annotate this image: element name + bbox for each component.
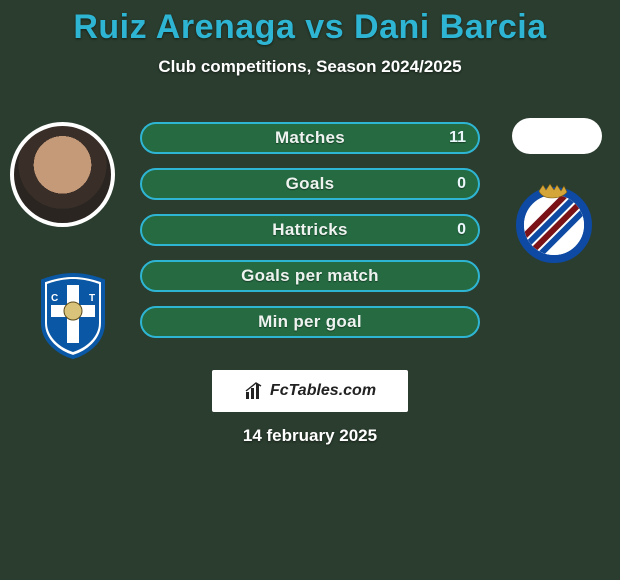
- player-left-face: [14, 126, 111, 223]
- tenerife-shield-icon: C T D: [37, 271, 109, 359]
- stat-right-value: 0: [457, 175, 466, 193]
- stat-row: Hattricks 0: [140, 214, 480, 246]
- page-title: Ruiz Arenaga vs Dani Barcia: [0, 0, 620, 47]
- svg-text:C: C: [51, 293, 58, 304]
- stat-row: Matches 11: [140, 122, 480, 154]
- club-right-crest: [508, 176, 600, 268]
- subtitle: Club competitions, Season 2024/2025: [0, 57, 620, 77]
- chart-icon: [244, 381, 264, 401]
- player-right-avatar: [512, 118, 602, 154]
- stat-right-value: 11: [449, 129, 466, 147]
- stat-label: Goals: [286, 174, 335, 194]
- stats-table: Matches 11 Goals 0 Hattricks 0 Goals per…: [140, 122, 480, 338]
- stat-row: Min per goal: [140, 306, 480, 338]
- svg-text:T: T: [89, 293, 95, 304]
- deportivo-shield-icon: [513, 181, 595, 263]
- svg-text:D: D: [69, 331, 76, 342]
- branding-badge: FcTables.com: [212, 370, 408, 412]
- stat-row: Goals per match: [140, 260, 480, 292]
- comparison-card: Ruiz Arenaga vs Dani Barcia Club competi…: [0, 0, 620, 580]
- branding-text: FcTables.com: [270, 382, 376, 400]
- player-left-avatar: [10, 122, 115, 227]
- stat-label: Hattricks: [272, 220, 347, 240]
- stat-row: Goals 0: [140, 168, 480, 200]
- date-text: 14 february 2025: [0, 426, 620, 446]
- stat-label: Min per goal: [258, 312, 362, 332]
- club-left-crest: C T D: [18, 260, 128, 370]
- stat-label: Matches: [275, 128, 345, 148]
- stat-label: Goals per match: [241, 266, 379, 286]
- stat-right-value: 0: [457, 221, 466, 239]
